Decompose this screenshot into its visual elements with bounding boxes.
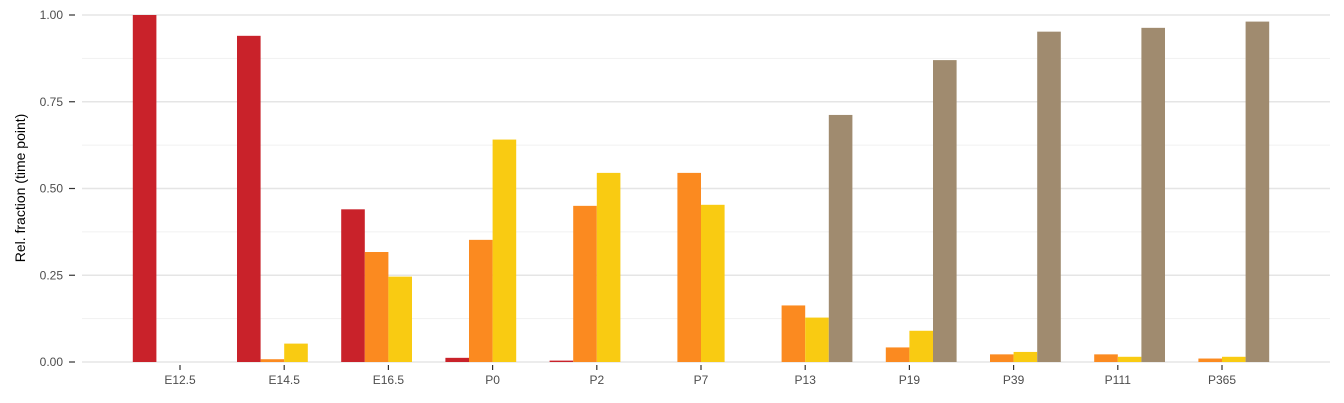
bar xyxy=(805,317,829,362)
x-tick-label: P13 xyxy=(795,373,817,387)
bar xyxy=(1037,31,1061,362)
bar xyxy=(1222,356,1246,362)
bar xyxy=(341,209,365,362)
bar xyxy=(990,354,1014,362)
bar xyxy=(677,172,701,362)
bar xyxy=(237,35,261,362)
bar xyxy=(132,15,157,362)
x-tick-label: E12.5 xyxy=(164,373,196,387)
bar xyxy=(1013,351,1038,362)
y-axis-title: Rel. fraction (time point) xyxy=(12,114,28,263)
y-tick-label: 0.25 xyxy=(40,268,64,282)
y-axis: 0.00 0.25 0.50 0.75 1.00 xyxy=(40,8,75,369)
bar xyxy=(933,60,957,363)
y-tick-label: 0.50 xyxy=(40,182,64,196)
bar xyxy=(1094,354,1118,362)
bar xyxy=(1245,21,1270,363)
bar xyxy=(284,343,308,362)
bar xyxy=(1198,358,1222,362)
x-tick-label: P39 xyxy=(1003,373,1025,387)
x-tick-label: E14.5 xyxy=(269,373,301,387)
y-tick-label: 0.00 xyxy=(40,355,64,369)
bar xyxy=(469,239,493,362)
bar xyxy=(388,276,412,362)
x-tick-label: P111 xyxy=(1105,373,1132,387)
bar xyxy=(260,359,285,362)
x-tick-label: P2 xyxy=(589,373,604,387)
bar xyxy=(364,252,389,362)
bar xyxy=(573,205,597,362)
y-tick-label: 0.75 xyxy=(40,95,64,109)
bar xyxy=(492,139,517,362)
bar xyxy=(1117,356,1142,362)
bar xyxy=(885,347,910,362)
bar xyxy=(828,114,853,362)
bar xyxy=(909,330,933,362)
y-tick-label: 1.00 xyxy=(40,8,64,22)
bar xyxy=(701,204,725,362)
x-tick-label: E16.5 xyxy=(373,373,405,387)
x-tick-label: P7 xyxy=(694,373,709,387)
bar xyxy=(596,172,621,362)
bar xyxy=(549,360,574,362)
bars xyxy=(132,15,1270,363)
x-tick-label: P19 xyxy=(899,373,921,387)
x-axis: E12.5 E14.5 E16.5 P0 P2 P7 P13 P19 P39 P111 P365 xyxy=(164,365,1236,387)
x-tick-label: P0 xyxy=(485,373,500,387)
x-tick-label: P365 xyxy=(1208,373,1236,387)
bar xyxy=(1141,27,1165,363)
bar xyxy=(445,357,469,362)
bar xyxy=(781,305,806,362)
